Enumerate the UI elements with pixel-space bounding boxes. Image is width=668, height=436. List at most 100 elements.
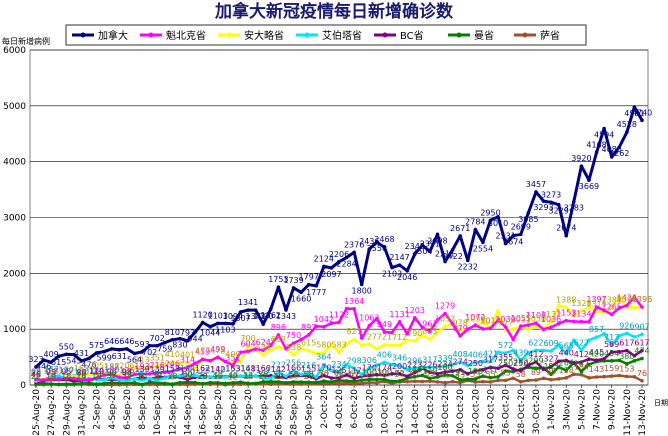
- data-point: [519, 369, 523, 373]
- data-label: 727: [362, 332, 377, 341]
- legend-marker: [304, 32, 310, 38]
- data-point: [49, 377, 53, 381]
- data-point: [367, 380, 372, 385]
- data-point: [276, 285, 281, 289]
- data-point: [200, 320, 205, 325]
- data-label: 440: [559, 348, 574, 357]
- data-label: 6: [185, 373, 190, 382]
- data-point: [367, 247, 372, 251]
- data-point: [291, 380, 296, 384]
- y-tick-label: 4000: [3, 158, 26, 168]
- data-point: [435, 318, 440, 322]
- data-label: 139: [150, 365, 165, 374]
- data-point: [458, 360, 463, 365]
- data-label: 246: [165, 359, 180, 368]
- x-tick-label: 6-Sep-20: [123, 389, 133, 430]
- data-point: [594, 358, 599, 362]
- y-tick-label: 3000: [3, 214, 26, 224]
- x-tick-label: 16-Sep-20: [199, 389, 209, 436]
- data-label: 1050: [526, 314, 546, 323]
- data-point: [420, 333, 425, 337]
- data-point: [306, 380, 311, 385]
- data-label: 712: [392, 333, 407, 342]
- data-point: [602, 356, 606, 361]
- data-label: 431: [74, 349, 89, 358]
- data-label: 1396: [632, 295, 652, 304]
- data-label: 161: [240, 364, 255, 373]
- data-label: 1044: [200, 329, 220, 338]
- x-tick-label: 20-Sep-20: [229, 389, 239, 436]
- data-point: [329, 368, 334, 373]
- data-point: [579, 164, 584, 168]
- data-label: 351: [150, 353, 165, 362]
- data-point: [519, 358, 523, 363]
- data-label: 346: [392, 354, 407, 363]
- data-label: 545: [66, 357, 81, 366]
- data-label: 193: [134, 362, 149, 371]
- data-point: [617, 373, 622, 378]
- data-label: 478: [210, 346, 225, 355]
- data-label: 2376: [344, 240, 364, 249]
- data-point: [435, 375, 440, 379]
- data-point: [170, 360, 175, 364]
- data-point: [428, 370, 432, 375]
- data-point: [609, 343, 614, 347]
- data-point: [579, 319, 584, 324]
- data-point: [496, 378, 500, 383]
- data-label: 91: [455, 368, 465, 377]
- data-label: 550: [59, 342, 74, 351]
- data-label: 317: [483, 355, 498, 364]
- x-tick-label: 2-Oct-20: [320, 389, 330, 429]
- data-label: 790: [407, 329, 422, 338]
- data-label: 2284: [336, 259, 356, 268]
- data-point: [170, 337, 175, 342]
- data-point: [306, 374, 311, 379]
- data-point: [246, 374, 250, 378]
- data-point: [458, 367, 463, 372]
- data-label: 1015: [480, 316, 500, 325]
- x-tick-label: 24-Oct-20: [487, 389, 497, 434]
- data-point: [496, 318, 500, 323]
- data-point: [276, 345, 281, 349]
- data-label: 3293: [533, 203, 553, 212]
- data-point: [276, 370, 281, 375]
- data-label: 683: [271, 335, 286, 344]
- data-point: [435, 330, 440, 335]
- data-label: 153: [165, 364, 180, 373]
- data-point: [375, 372, 379, 377]
- data-point: [640, 305, 644, 309]
- data-point: [496, 350, 500, 354]
- data-point: [579, 372, 584, 377]
- data-label: 409: [44, 350, 59, 359]
- data-point: [473, 377, 478, 381]
- legend-marker: [456, 32, 462, 38]
- data-label: 20: [198, 372, 208, 381]
- data-label: 306: [362, 356, 377, 365]
- data-point: [564, 318, 569, 323]
- data-label: 439: [513, 348, 528, 357]
- data-point: [473, 380, 478, 384]
- data-label: 98: [31, 368, 41, 377]
- data-point: [549, 200, 553, 205]
- data-label: 700: [240, 334, 255, 343]
- x-tick-label: 16-Oct-20: [426, 389, 436, 434]
- data-label: 26: [76, 372, 86, 381]
- data-point: [238, 359, 243, 364]
- data-label: 2124: [314, 254, 334, 263]
- data-label: 1800: [352, 287, 372, 296]
- data-point: [375, 316, 379, 321]
- data-point: [337, 350, 341, 355]
- data-point: [473, 227, 478, 232]
- data-label: 538: [286, 343, 301, 352]
- x-tick-label: 20-Oct-20: [456, 389, 466, 434]
- data-point: [87, 372, 91, 377]
- data-point: [632, 374, 637, 379]
- data-label: 1042: [314, 315, 334, 324]
- legend-marker: [80, 32, 86, 38]
- data-point: [246, 349, 250, 354]
- data-point: [193, 361, 197, 366]
- data-point: [155, 371, 159, 375]
- data-point: [458, 380, 463, 385]
- data-point: [390, 265, 394, 270]
- x-tick-label: 18-Oct-20: [441, 389, 451, 434]
